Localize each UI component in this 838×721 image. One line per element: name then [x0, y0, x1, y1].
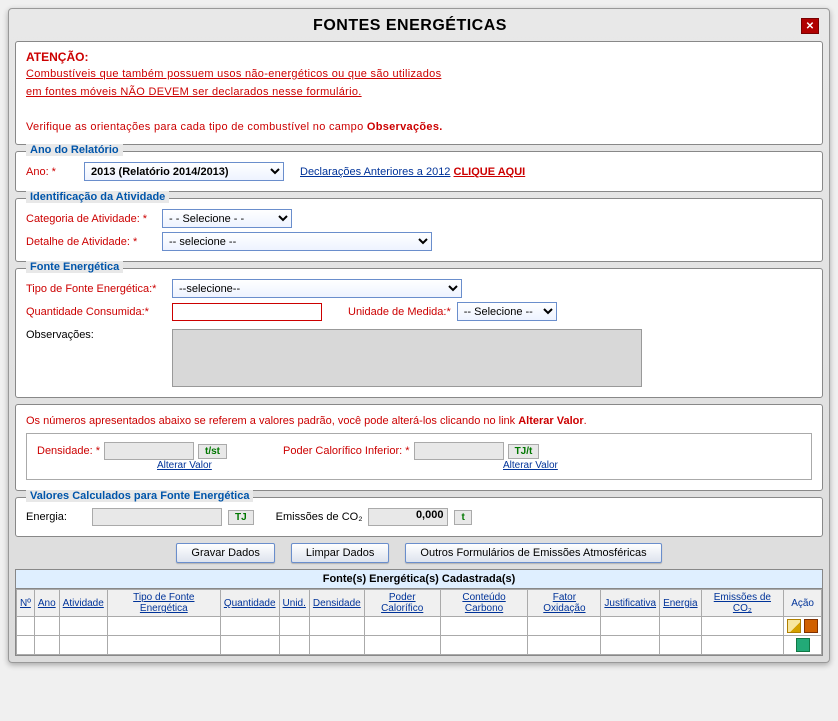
gravar-button[interactable]: Gravar Dados: [176, 543, 274, 563]
col-tipo[interactable]: Tipo de Fonte Energética: [133, 592, 194, 614]
emissoes-value: 0,000: [368, 508, 448, 526]
button-row: Gravar Dados Limpar Dados Outros Formulá…: [15, 543, 823, 563]
dens-alterar-link[interactable]: Alterar Valor: [157, 460, 227, 471]
col-poder[interactable]: Poder Calorífico: [381, 592, 423, 614]
col-ano[interactable]: Ano: [38, 598, 56, 609]
obs-textarea[interactable]: [172, 329, 642, 387]
col-energia[interactable]: Energia: [663, 598, 697, 609]
detalhe-select[interactable]: -- selecione --: [162, 232, 432, 251]
titlebar: FONTES ENERGÉTICAS ✕: [15, 15, 823, 41]
window-title: FONTES ENERGÉTICAS: [19, 17, 801, 35]
emissoes-label: Emissões de CO₂: [276, 511, 363, 523]
categoria-label: Categoria de Atividade: *: [26, 213, 156, 225]
edit-icon[interactable]: [787, 619, 801, 633]
tipo-select[interactable]: --selecione--: [172, 279, 462, 298]
table-row: [17, 636, 822, 655]
data-table: Nº Ano Atividade Tipo de Fonte Energétic…: [16, 589, 822, 655]
ano-label: Ano: *: [26, 166, 78, 178]
energia-unit: TJ: [228, 510, 254, 525]
window-frame: FONTES ENERGÉTICAS ✕ ATENÇÃO: Combustíve…: [8, 8, 830, 663]
col-dens[interactable]: Densidade: [313, 598, 361, 609]
dens-readonly: [104, 442, 194, 460]
categoria-select[interactable]: - - Selecione - -: [162, 209, 292, 228]
col-no[interactable]: Nº: [20, 598, 31, 609]
pci-alterar-link[interactable]: Alterar Valor: [503, 460, 558, 471]
col-emiss[interactable]: Emissões de CO₂: [714, 592, 771, 614]
ano-legend: Ano do Relatório: [26, 144, 123, 156]
fonte-section: Fonte Energética Tipo de Fonte Energétic…: [15, 268, 823, 398]
table-panel: Fonte(s) Energética(s) Cadastrada(s) Nº …: [15, 569, 823, 656]
ident-section: Identificação da Atividade Categoria de …: [15, 198, 823, 262]
emissoes-unit: t: [454, 510, 471, 525]
padrao-values: Densidade: * t/st Alterar Valor Poder Ca…: [26, 433, 812, 480]
obs-label: Observações:: [26, 329, 166, 341]
col-cont[interactable]: Conteúdo Carbono: [462, 592, 505, 614]
col-unid[interactable]: Unid.: [283, 598, 306, 609]
add-icon[interactable]: [796, 638, 810, 652]
outros-button[interactable]: Outros Formulários de Emissões Atmosféri…: [405, 543, 661, 563]
prev-decl-link[interactable]: Declarações Anteriores a 2012: [300, 166, 450, 178]
unid-label: Unidade de Medida:*: [348, 306, 451, 318]
col-atividade[interactable]: Atividade: [63, 598, 104, 609]
delete-icon[interactable]: [804, 619, 818, 633]
col-qtd[interactable]: Quantidade: [224, 598, 276, 609]
col-acao: Ação: [784, 590, 822, 617]
padrao-section: Os números apresentados abaixo se refere…: [15, 404, 823, 491]
warning-title: ATENÇÃO:: [26, 50, 812, 64]
pci-readonly: [414, 442, 504, 460]
dens-label: Densidade: *: [37, 445, 100, 457]
limpar-button[interactable]: Limpar Dados: [291, 543, 389, 563]
ano-select[interactable]: 2013 (Relatório 2014/2013): [84, 162, 284, 181]
calc-legend: Valores Calculados para Fonte Energética: [26, 490, 253, 502]
detalhe-label: Detalhe de Atividade: *: [26, 236, 156, 248]
energia-readonly: [92, 508, 222, 526]
col-fator[interactable]: Fator Oxidação: [543, 592, 585, 614]
calc-section: Valores Calculados para Fonte Energética…: [15, 497, 823, 537]
energia-label: Energia:: [26, 511, 86, 523]
ano-section: Ano do Relatório Ano: * 2013 (Relatório …: [15, 151, 823, 192]
tipo-label: Tipo de Fonte Energética:*: [26, 283, 166, 295]
warning-body: Combustíveis que também possuem usos não…: [26, 66, 812, 136]
fonte-legend: Fonte Energética: [26, 261, 123, 273]
pci-unit: TJ/t: [508, 444, 540, 459]
ident-legend: Identificação da Atividade: [26, 191, 169, 203]
prev-decl-action[interactable]: CLIQUE AQUI: [454, 166, 526, 178]
dens-unit: t/st: [198, 444, 227, 459]
close-button[interactable]: ✕: [801, 18, 819, 34]
col-just[interactable]: Justificativa: [604, 598, 656, 609]
qtd-label: Quantidade Consumida:*: [26, 306, 166, 318]
qtd-input[interactable]: [172, 303, 322, 321]
warning-panel: ATENÇÃO: Combustíveis que também possuem…: [15, 41, 823, 145]
padrao-info: Os números apresentados abaixo se refere…: [26, 415, 812, 427]
pci-label: Poder Calorífico Inferior: *: [283, 445, 410, 457]
table-title: Fonte(s) Energética(s) Cadastrada(s): [16, 570, 822, 589]
table-row: [17, 617, 822, 636]
unid-select[interactable]: -- Selecione --: [457, 302, 557, 321]
